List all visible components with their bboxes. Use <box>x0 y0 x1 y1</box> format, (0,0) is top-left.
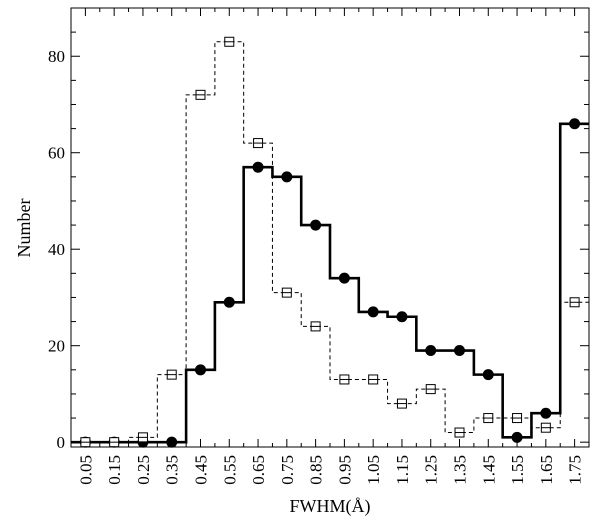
x-axis-label: FWHM(Å) <box>290 496 371 517</box>
x-tick-label: 1.65 <box>537 455 556 485</box>
series-open-squares <box>71 36 589 448</box>
data-point-circle <box>425 345 437 357</box>
y-tick-label: 60 <box>48 144 65 163</box>
solid-step-line <box>71 122 589 444</box>
x-tick-label: 0.95 <box>335 455 354 485</box>
series-filled-circles <box>71 118 589 448</box>
data-point-circle <box>482 369 494 381</box>
series-layer <box>71 36 589 448</box>
x-tick-label: 1.75 <box>566 455 585 485</box>
x-axis: 0.05 0.15 0.25 0.35 0.45 0.55 0.65 0.75 0.85 0.95… <box>70 8 585 485</box>
x-tick-label: 0.85 <box>307 455 326 485</box>
x-tick-label: 0.25 <box>134 455 153 485</box>
x-tick-label: 0.75 <box>278 455 297 485</box>
y-axis: 0 20 40 60 80 <box>48 31 589 452</box>
x-tick-label: 1.05 <box>364 455 383 485</box>
y-tick-label: 40 <box>48 240 65 259</box>
x-tick-label: 1.45 <box>479 455 498 485</box>
data-point-circle <box>195 364 206 376</box>
x-tick-label: 1.25 <box>422 455 441 485</box>
data-point-circle <box>367 306 379 318</box>
x-tick-label: 1.55 <box>508 455 527 485</box>
data-point-circle <box>396 311 408 323</box>
x-tick-label: 0.65 <box>249 455 268 485</box>
x-tick-label: 0.45 <box>192 455 211 485</box>
y-tick-label: 20 <box>48 337 65 356</box>
x-tick-label: 0.35 <box>163 455 182 485</box>
data-point-circle <box>281 171 293 183</box>
y-axis-label: Number <box>14 199 34 258</box>
data-point-circle <box>454 345 465 357</box>
data-point-circle <box>540 407 552 419</box>
x-tick-label: 0.15 <box>105 455 124 485</box>
data-point-circle <box>252 161 264 173</box>
data-point-circle <box>166 436 178 448</box>
x-tick-label: 1.35 <box>451 455 470 485</box>
data-point-circle <box>569 118 581 130</box>
x-tick-label: 0.55 <box>220 455 239 485</box>
data-point-circle <box>338 272 350 284</box>
data-point-circle <box>310 219 322 231</box>
x-tick-label: 1.15 <box>393 455 412 485</box>
data-point-circle <box>511 431 523 443</box>
x-tick-label: 0.05 <box>76 455 95 485</box>
y-tick-label: 80 <box>48 47 65 66</box>
y-tick-label: 0 <box>57 433 66 452</box>
data-point-circle <box>223 296 235 308</box>
